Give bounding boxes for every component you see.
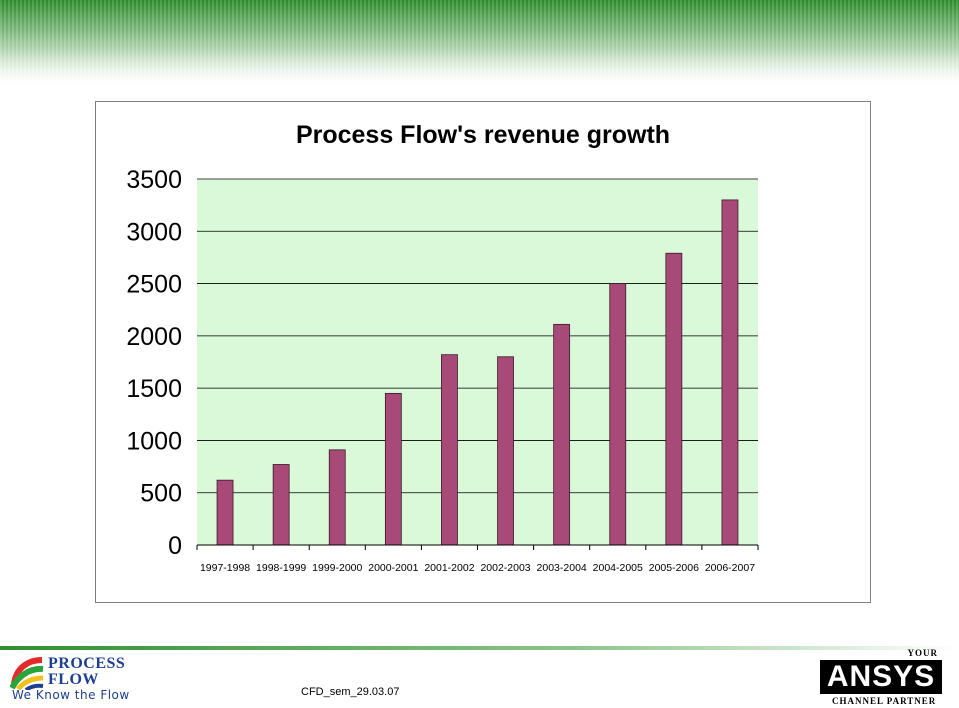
x-tick-label: 2002-2003 bbox=[480, 562, 530, 574]
header-gradient-band bbox=[0, 0, 959, 88]
x-tick-label: 2001-2002 bbox=[424, 562, 474, 574]
process-flow-logo: PROCESS FLOW We Know the Flow bbox=[10, 652, 150, 706]
y-tick-label: 500 bbox=[140, 480, 182, 508]
bar bbox=[384, 392, 402, 546]
x-tick-labels: 1997-1998 1998-1999 1999-2000 2000-2001 2001… bbox=[200, 562, 755, 574]
bar bbox=[328, 449, 346, 546]
y-tick-label: 1000 bbox=[126, 427, 182, 455]
bar bbox=[216, 479, 234, 546]
y-tick-label: 0 bbox=[168, 532, 182, 560]
y-tick-labels: 0 500 1000 1500 2000 2500 3000 3500 bbox=[126, 166, 182, 560]
gridlines bbox=[197, 178, 758, 494]
x-tick-label: 1998-1999 bbox=[256, 562, 306, 574]
chart-title: Process Flow's revenue growth bbox=[296, 121, 670, 149]
footer-document-code: CFD_sem_29.03.07 bbox=[301, 686, 400, 698]
bar bbox=[497, 356, 514, 546]
bar bbox=[609, 283, 627, 546]
swirl-logo-icon bbox=[10, 657, 44, 690]
x-axis bbox=[196, 544, 759, 550]
y-tick-label: 3500 bbox=[126, 166, 182, 194]
logo-tagline: We Know the Flow bbox=[12, 688, 130, 702]
footer-divider bbox=[0, 646, 959, 650]
ansys-brand: ANSYS bbox=[820, 660, 942, 694]
y-tick-label: 1500 bbox=[126, 375, 182, 403]
x-tick-label: 1997-1998 bbox=[200, 562, 250, 574]
ansys-partner-logo: YOUR ANSYS CHANNEL PARTNER bbox=[818, 648, 944, 706]
bar bbox=[441, 354, 458, 546]
ansys-your-label: YOUR bbox=[907, 648, 938, 658]
bar bbox=[272, 464, 290, 546]
logo-word-flow: FLOW bbox=[48, 671, 99, 688]
x-tick-label: 2006-2007 bbox=[705, 562, 755, 574]
y-tick-label: 3000 bbox=[126, 218, 182, 246]
bar bbox=[665, 252, 683, 546]
x-tick-label: 2004-2005 bbox=[593, 562, 643, 574]
x-tick-label: 2005-2006 bbox=[649, 562, 699, 574]
x-tick-label: 2000-2001 bbox=[368, 562, 418, 574]
plot-area bbox=[197, 179, 758, 545]
bars bbox=[216, 199, 739, 546]
logo-word-process: PROCESS bbox=[48, 655, 126, 672]
bar bbox=[721, 199, 739, 546]
ansys-channel-partner-label: CHANNEL PARTNER bbox=[832, 696, 937, 706]
y-tick-label: 2000 bbox=[126, 323, 182, 351]
bar bbox=[553, 323, 571, 546]
x-tick-label: 2003-2004 bbox=[537, 562, 587, 574]
y-tick-label: 2500 bbox=[126, 271, 182, 299]
x-tick-label: 1999-2000 bbox=[312, 562, 362, 574]
